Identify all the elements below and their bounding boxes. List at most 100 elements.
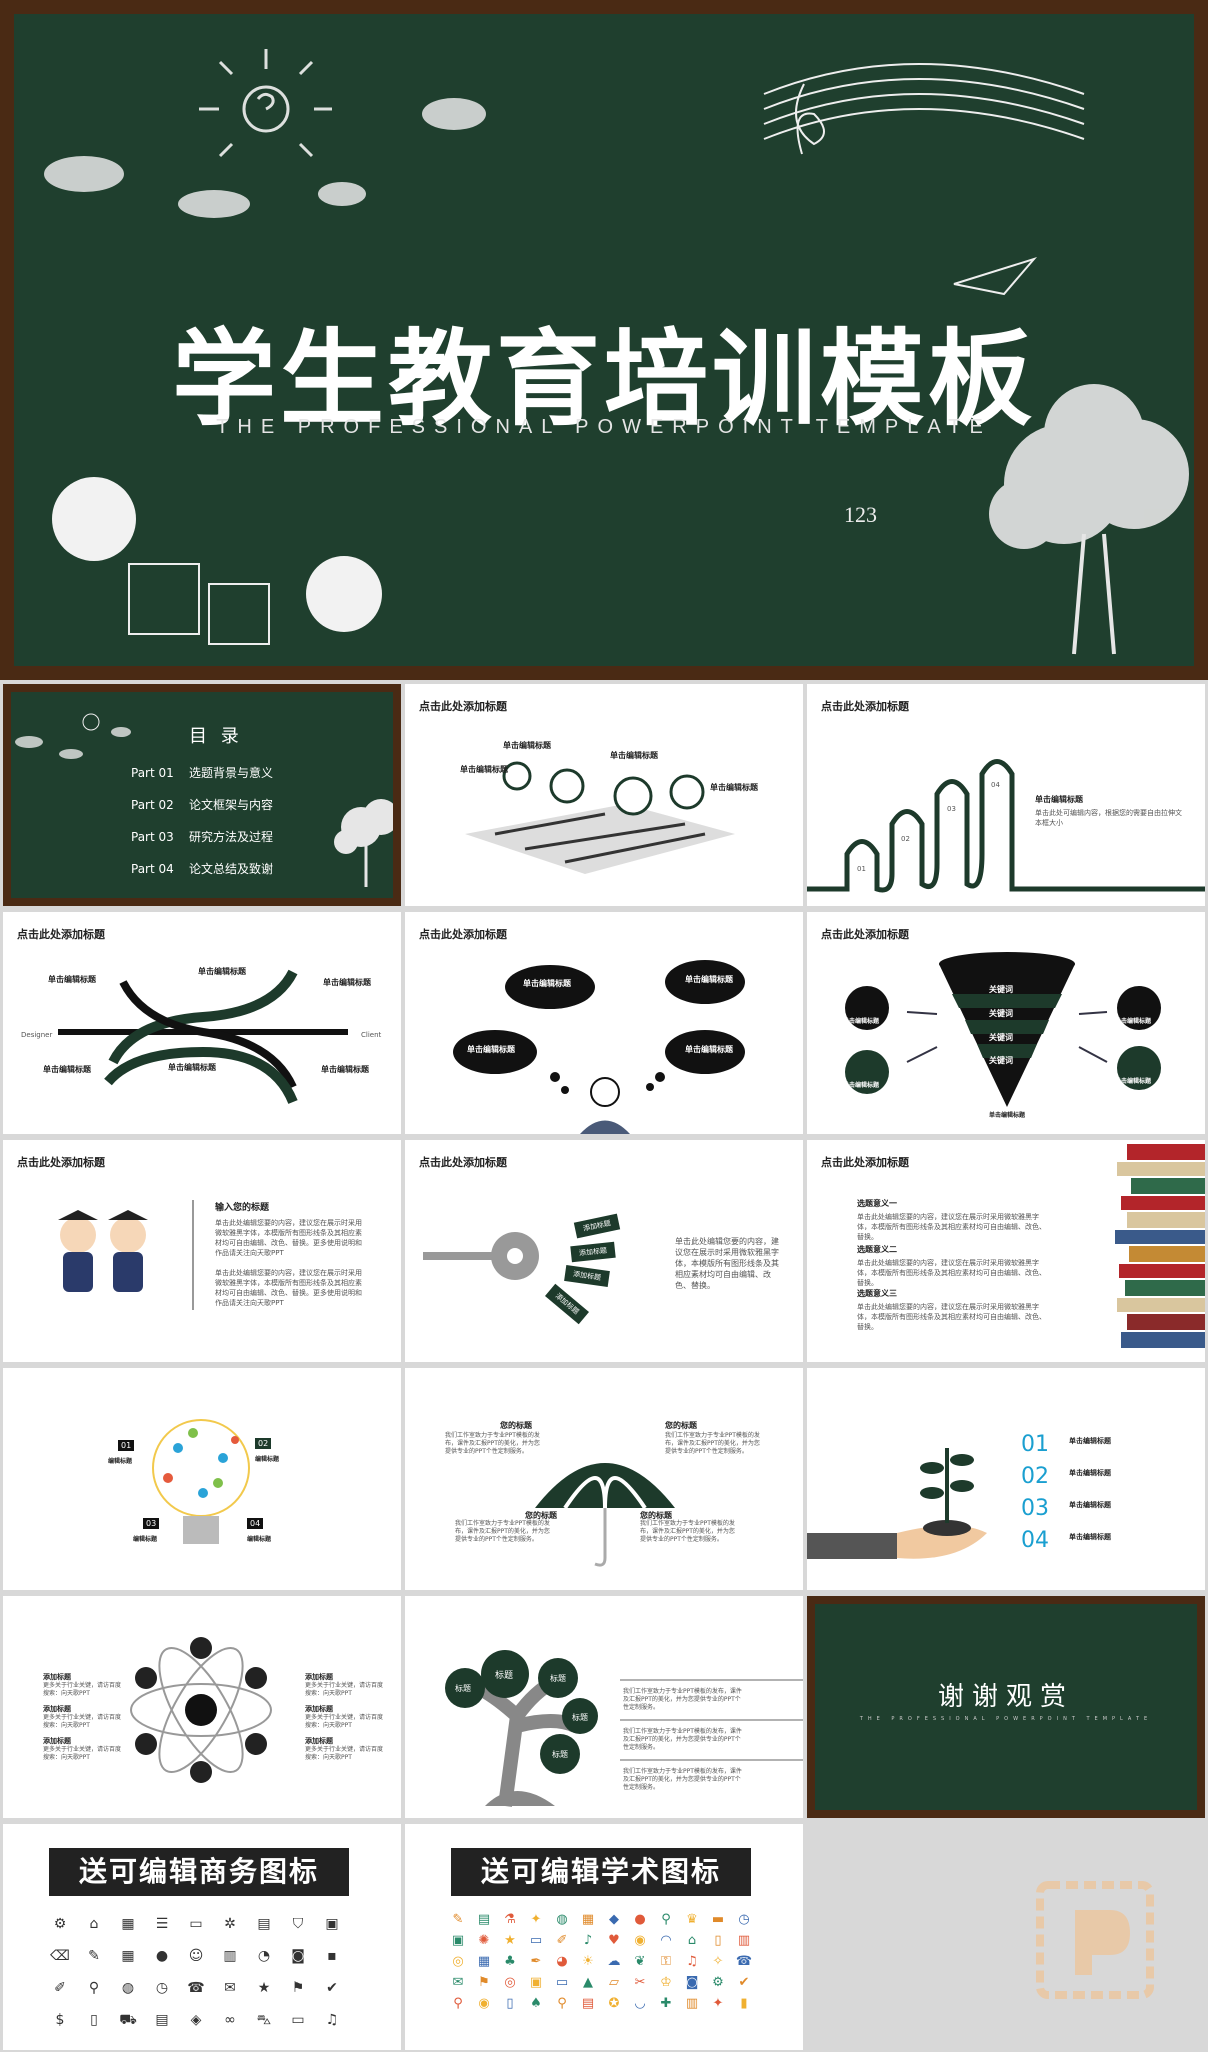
hand-plant-illustration: [807, 1448, 987, 1559]
toc-text: 研究方法及过程: [189, 830, 274, 844]
toc-item[interactable]: Part 03 研究方法及过程: [131, 828, 273, 845]
tree-node-label: 标题: [455, 1684, 471, 1693]
body-text: 我们工作室致力于专业PPT模板的发布，课件及汇报PPT的美化，并为您提供专业的P…: [623, 1688, 742, 1711]
bulb-number: 04: [247, 1518, 264, 1529]
label: 单击编辑标题: [989, 1112, 1026, 1119]
business-icons-slide[interactable]: 送可编辑商务图标 ⚙ ⌂ ▦ ☰ ▭ ✲ ▤ ⛉ ▣ ⌫ ✎ ▦ ● ☺ ▥ ◔ ◙ ▪ ✐ ⚲ ◍ ◷ ☎ ✉ ★ ⚑ ✔ $…: [3, 1824, 401, 2050]
books-slide[interactable]: 点击此处添加标题 选题意义一 单击此处编辑您要的内容，建议您在展示时采用微软雅黑…: [807, 1140, 1205, 1362]
arrows-slide[interactable]: 点击此处添加标题 Designer Client 单击编辑标题 单击编辑标题 单…: [3, 912, 401, 1134]
item-body: 单击此处编辑您要的内容，建议您在展示时采用微软雅黑字体，本模版所有图形线条及其相…: [857, 1303, 1046, 1331]
pen-icon: ✎: [88, 1948, 100, 1964]
hero-slide[interactable]: 学生教育培训模板 THE PROFESSIONAL POWERPOINT TEM…: [0, 0, 1208, 680]
list-number: 02: [1021, 1464, 1049, 1489]
orbit-slide[interactable]: 添加标题 更多关于行业关键，请访百度搜索：向天歌PPT 添加标题 更多关于行业关…: [3, 1596, 401, 1818]
chart-icon: ▤: [257, 1916, 271, 1932]
mail-icon: ✉: [452, 1975, 464, 1990]
bell-icon: ♫: [686, 1954, 698, 1969]
microscope-icon: ⚲: [661, 1912, 671, 1927]
label: 单击编辑标题: [1115, 1078, 1152, 1085]
label: 单击编辑标题: [43, 1065, 91, 1074]
item-title: 选题意义一: [857, 1199, 897, 1208]
label: 您的标题: [525, 1511, 557, 1520]
bug-icon: ✲: [224, 1916, 236, 1932]
check-icon: ✔: [326, 1980, 338, 1996]
umbrella-slide[interactable]: 您的标题 我们工作室致力于专业PPT模板的发布，课件及汇报PPT的美化，并为您提…: [405, 1368, 803, 1590]
crossing-arrows: [58, 969, 348, 1105]
body-text: 单击此处编辑您要的内容，建议您在展示时采用微软雅黑字体，本模版所有图形线条及其相…: [215, 1269, 362, 1307]
keys-slide[interactable]: 点击此处添加标题 添加标题 添加标题 添加标题 添加标题 单击此处编辑您要的内容…: [405, 1140, 803, 1362]
body-text: 我们工作室致力于专业PPT模板的发布，课件及汇报PPT的美化，并为您提供专业的P…: [455, 1520, 550, 1543]
tree-node-label: 标题: [572, 1713, 588, 1722]
toc-part: Part 03: [131, 830, 174, 844]
hero-title: 学生教育培训模板: [171, 318, 1036, 440]
bulb-number: 02: [255, 1438, 272, 1449]
wave-steps: [807, 759, 1205, 893]
label: 单击编辑标题: [48, 975, 96, 984]
school-icon: ⌂: [687, 1933, 697, 1948]
slide-title: 点击此处添加标题: [419, 928, 507, 941]
rocket-icon: ▲: [583, 1975, 593, 1990]
trash-icon: ⌫: [50, 1948, 70, 1964]
label: 单击编辑标题: [610, 751, 658, 760]
toc-item[interactable]: Part 02 论文框架与内容: [131, 796, 273, 813]
label: 单击编辑标题: [523, 979, 571, 988]
orbit-diagram: [130, 1637, 272, 1783]
thought-clouds: [453, 960, 745, 1134]
medal-icon: ◉: [634, 1933, 646, 1948]
atom-icon: ✺: [478, 1933, 490, 1948]
book-icon: ▤: [477, 1912, 491, 1927]
label: 您的标题: [500, 1421, 532, 1430]
camera-icon: ◙: [291, 1948, 305, 1964]
umbrella-illustration: [535, 1463, 675, 1567]
phone-icon: ☎: [735, 1954, 753, 1969]
body-text: 更多关于行业关键，请访百度搜索：向天歌PPT: [43, 1714, 122, 1729]
label: 单击编辑标题: [1069, 1533, 1111, 1541]
list-number: 03: [1021, 1496, 1049, 1521]
item-title: 选题意义三: [857, 1289, 897, 1298]
thought-clouds-slide[interactable]: 点击此处添加标题 单击编辑标题 单击编辑标题 单击编辑标题 单击编辑标题: [405, 912, 803, 1134]
bag-icon: ▣: [451, 1933, 465, 1948]
label: 您的标题: [665, 1421, 697, 1430]
lamp-icon: ✧: [712, 1954, 724, 1969]
book-icon: ▯: [90, 2012, 98, 2028]
slide-title: 点击此处添加标题: [821, 928, 909, 941]
steps-slide[interactable]: 点击此处添加标题 01 02 03 04 单击编辑标题 单击此处可编辑内容，根据…: [807, 684, 1205, 906]
computer-icon: ▭: [529, 1933, 543, 1948]
watermark-logo: [1036, 1881, 1154, 1999]
card-icon: ▭: [189, 1916, 203, 1932]
toc-item[interactable]: Part 04 论文总结及致谢: [131, 860, 273, 877]
map-slide[interactable]: 点击此处添加标题 单击编辑标题 单击编辑标题 单击编辑标题 单击编辑标题: [405, 684, 803, 906]
phone-icon: ☎: [187, 1980, 205, 1996]
body-text: 我们工作室致力于专业PPT模板的发布，课件及汇报PPT的美化，并为您提供专业的P…: [623, 1768, 742, 1791]
grid-icon: ▦: [121, 1948, 135, 1964]
label: 单击编辑标题: [1069, 1469, 1111, 1477]
step-number: 04: [991, 781, 1000, 789]
calculator-icon: ▦: [581, 1912, 595, 1927]
thanks-slide[interactable]: 谢谢观赏 THE PROFESSIONAL POWERPOINT TEMPLAT…: [807, 1596, 1205, 1818]
thanks-title: 谢谢观赏: [937, 1682, 1074, 1712]
toc-part: Part 01: [131, 766, 174, 780]
shield-icon: ⛉: [292, 1916, 304, 1932]
toc-item[interactable]: Part 01 选题背景与意义: [131, 764, 273, 781]
funnel-diagram: [845, 952, 1161, 1107]
tablet-icon: ▯: [506, 1996, 514, 2011]
body-text: 更多关于行业关键，请访百度搜索：向天歌PPT: [305, 1682, 384, 1697]
tree-diagram: [445, 1650, 803, 1807]
graduates-slide[interactable]: 点击此处添加标题 输入您的标题 单击此处编辑您要的内容，建议您在展示时采用微软雅…: [3, 1140, 401, 1362]
flask-icon: ⚗: [504, 1912, 516, 1927]
light-icon: ✦: [712, 1996, 724, 2011]
toc-text: 论文总结及致谢: [189, 862, 274, 876]
clock-icon: ◷: [155, 1980, 169, 1996]
funnel-keyword: 关键词: [989, 1033, 1013, 1042]
plant-slide[interactable]: 01 02 03 04 单击编辑标题 单击编辑标题 单击编辑标题 单击编辑标题: [807, 1368, 1205, 1590]
toc-slide[interactable]: 目 录 Part 01 选题背景与意义 Part 02 论文框架与内容 Part 0…: [3, 684, 401, 906]
body-text: 我们工作室致力于专业PPT模板的发布，课件及汇报PPT的美化，并为您提供专业的P…: [665, 1432, 760, 1455]
tree-slide[interactable]: 标题 标题 标题 标题 标题 我们工作室致力于专业PPT模板的发布，课件及汇报P…: [405, 1596, 803, 1818]
easel-icon: ▥: [685, 1996, 699, 2011]
funnel-slide[interactable]: 点击此处添加标题 关键词 关键词 关键词 关键词 单击编辑标题 单击编辑标题 单…: [807, 912, 1205, 1134]
bulb-slide[interactable]: 01 02 03 04 编辑标题 编辑标题 编辑标题 编辑标题: [3, 1368, 401, 1590]
camera-icon: ◙: [685, 1975, 699, 1990]
academic-icons-slide[interactable]: 送可编辑学术图标 ✎ ▤ ⚗ ✦ ◍ ▦ ◆ ● ⚲ ♛ ▬ ◷ ▣ ✺ ★ ▭ ✐ ♪ ♥ ◉ ◠ ⌂ ▯ ▥ ◎ ▦ ♣ ✒ ◕…: [405, 1824, 803, 2050]
body-text: 更多关于行业关键，请访百度搜索：向天歌PPT: [305, 1714, 384, 1729]
lock-icon: ▪: [327, 1948, 337, 1964]
